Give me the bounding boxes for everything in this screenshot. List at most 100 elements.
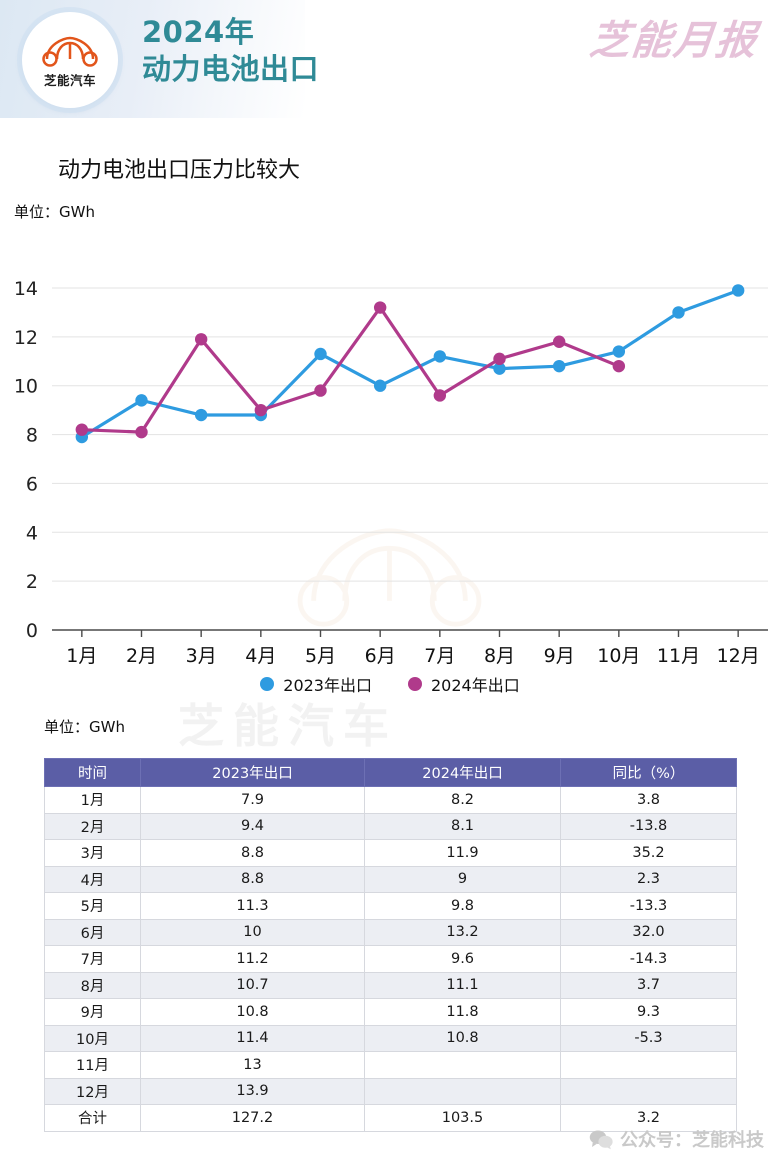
chart-point-2023[interactable] xyxy=(433,350,447,363)
page-title-line2: 动力电池出口 xyxy=(142,51,320,86)
table-row: 合计 127.2 103.5 3.2 xyxy=(44,1104,737,1132)
cell-y2024 xyxy=(364,1051,561,1079)
x-axis-tick-label: 4月 xyxy=(245,645,276,667)
col-header-month: 时间 xyxy=(44,758,141,787)
table-row: 9月 10.8 11.8 9.3 xyxy=(44,998,737,1026)
chart-point-2023[interactable] xyxy=(731,284,745,297)
page-header: 芝能汽车 2024年 动力电池出口 芝能月报 xyxy=(0,0,780,118)
cell-yoy: 9.3 xyxy=(560,998,737,1026)
legend-dot-2024 xyxy=(408,677,422,691)
chart-line-2024 xyxy=(80,305,621,434)
y-axis-tick-label: 2 xyxy=(26,571,38,593)
cell-y2023: 10 xyxy=(140,918,365,946)
cell-month: 5月 xyxy=(44,892,141,920)
col-header-yoy: 同比（%） xyxy=(560,758,737,787)
cell-y2023: 13.9 xyxy=(140,1077,365,1105)
cell-yoy: 3.8 xyxy=(560,786,737,814)
cell-month: 7月 xyxy=(44,945,141,973)
cell-y2023: 13 xyxy=(140,1051,365,1079)
cell-y2024 xyxy=(364,1077,561,1105)
chart-point-2023[interactable] xyxy=(493,362,506,375)
cell-y2024: 11.8 xyxy=(364,998,561,1026)
chart-point-2024[interactable] xyxy=(493,352,506,366)
cell-yoy: 32.0 xyxy=(560,918,737,946)
export-data-table-wrap: 时间 2023年出口 2024年出口 同比（%） 1月 7.9 8.2 3.8 2月 9.… xyxy=(44,758,737,1132)
legend-item-2023[interactable]: 2023年出口 xyxy=(260,672,372,696)
cell-y2024: 9.8 xyxy=(364,892,561,920)
x-axis-tick-label: 6月 xyxy=(365,645,396,667)
y-axis-tick-label: 6 xyxy=(26,473,38,495)
chart-point-2023[interactable] xyxy=(672,306,685,319)
cell-yoy: 2.3 xyxy=(560,865,737,893)
table-row: 3月 8.8 11.9 35.2 xyxy=(44,839,737,867)
chart-point-2024[interactable] xyxy=(75,423,89,436)
cell-yoy xyxy=(560,1077,737,1105)
table-row: 11月 13 xyxy=(44,1051,737,1079)
chart-point-2024[interactable] xyxy=(135,425,148,439)
table-row: 5月 11.3 9.8 -13.3 xyxy=(44,892,737,920)
y-axis-tick-label: 4 xyxy=(26,522,38,544)
chart-point-2023[interactable] xyxy=(314,347,327,361)
chart-point-2024[interactable] xyxy=(254,403,268,417)
cell-y2023: 8.8 xyxy=(140,839,365,867)
chart-legend: 2023年出口 2024年出口 xyxy=(0,672,780,696)
cell-y2023: 10.7 xyxy=(140,971,365,999)
chart-point-2024[interactable] xyxy=(314,384,327,397)
car-outline-icon xyxy=(42,36,98,67)
cell-yoy: -14.3 xyxy=(560,945,737,973)
chart-point-2023[interactable] xyxy=(612,345,626,358)
chart-point-2023[interactable] xyxy=(373,379,387,392)
brand-logo: 芝能汽车 xyxy=(22,12,118,108)
chart-point-2023[interactable] xyxy=(135,394,148,407)
x-axis-tick-label: 2月 xyxy=(126,645,157,667)
chart-point-2024[interactable] xyxy=(612,359,626,373)
chart-point-2024[interactable] xyxy=(552,335,566,348)
y-axis-tick-label: 14 xyxy=(14,278,38,300)
legend-label-2024: 2024年出口 xyxy=(431,676,520,695)
cell-month: 1月 xyxy=(44,786,141,814)
cell-y2023: 11.4 xyxy=(140,1024,365,1052)
table-row: 6月 10 13.2 32.0 xyxy=(44,918,737,946)
cell-y2024: 8.1 xyxy=(364,812,561,840)
table-row: 10月 11.4 10.8 -5.3 xyxy=(44,1024,737,1052)
chart-point-2023[interactable] xyxy=(194,408,208,422)
export-data-table: 时间 2023年出口 2024年出口 同比（%） 1月 7.9 8.2 3.8 2月 9.… xyxy=(44,758,737,1132)
table-row: 2月 9.4 8.1 -13.8 xyxy=(44,812,737,840)
cell-yoy: -5.3 xyxy=(560,1024,737,1052)
footer-wechat-watermark: 公众号：芝能科技 xyxy=(589,1126,764,1152)
y-axis-tick-label: 0 xyxy=(26,620,38,642)
cell-y2024: 9 xyxy=(364,865,561,893)
legend-item-2024[interactable]: 2024年出口 xyxy=(408,672,520,696)
cell-month: 3月 xyxy=(44,839,141,867)
x-axis-tick-label: 12月 xyxy=(717,645,760,667)
header-watermark: 芝能月报 xyxy=(587,18,760,64)
legend-label-2023: 2023年出口 xyxy=(283,676,372,695)
cell-y2024: 10.8 xyxy=(364,1024,561,1052)
chart-point-2024[interactable] xyxy=(373,301,387,314)
cell-y2024: 8.2 xyxy=(364,786,561,814)
chart-point-2023[interactable] xyxy=(552,359,566,373)
x-axis-tick-label: 9月 xyxy=(544,645,575,667)
table-body: 1月 7.9 8.2 3.8 2月 9.4 8.1 -13.8 3月 8.8 11.9 35.2 4月 8… xyxy=(44,786,737,1132)
wechat-icon xyxy=(589,1130,613,1149)
cell-month: 合计 xyxy=(44,1104,141,1132)
x-axis-tick-label: 5月 xyxy=(305,645,336,667)
y-axis-tick-label: 8 xyxy=(26,425,38,447)
x-axis-tick-label: 10月 xyxy=(597,645,640,667)
cell-month: 8月 xyxy=(44,971,141,999)
x-axis-tick-label: 7月 xyxy=(424,645,455,667)
cell-yoy: 3.7 xyxy=(560,971,737,999)
cell-y2023: 127.2 xyxy=(140,1104,365,1132)
table-row: 1月 7.9 8.2 3.8 xyxy=(44,786,737,814)
cell-y2023: 9.4 xyxy=(140,812,365,840)
cell-y2023: 7.9 xyxy=(140,786,365,814)
col-header-y2023: 2023年出口 xyxy=(140,758,365,787)
cell-y2024: 103.5 xyxy=(364,1104,561,1132)
cell-month: 11月 xyxy=(44,1051,141,1079)
cell-y2023: 11.2 xyxy=(140,945,365,973)
chart-canvas: 0 2 4 6 8 10 12 14 1月 2月 3月 4月 5月 6月 7月 8月 9月 10月 11月 12月 xyxy=(14,278,768,667)
chart-point-2024[interactable] xyxy=(433,389,447,402)
chart-point-2024[interactable] xyxy=(194,333,208,346)
x-axis-tick-label: 3月 xyxy=(186,645,217,667)
